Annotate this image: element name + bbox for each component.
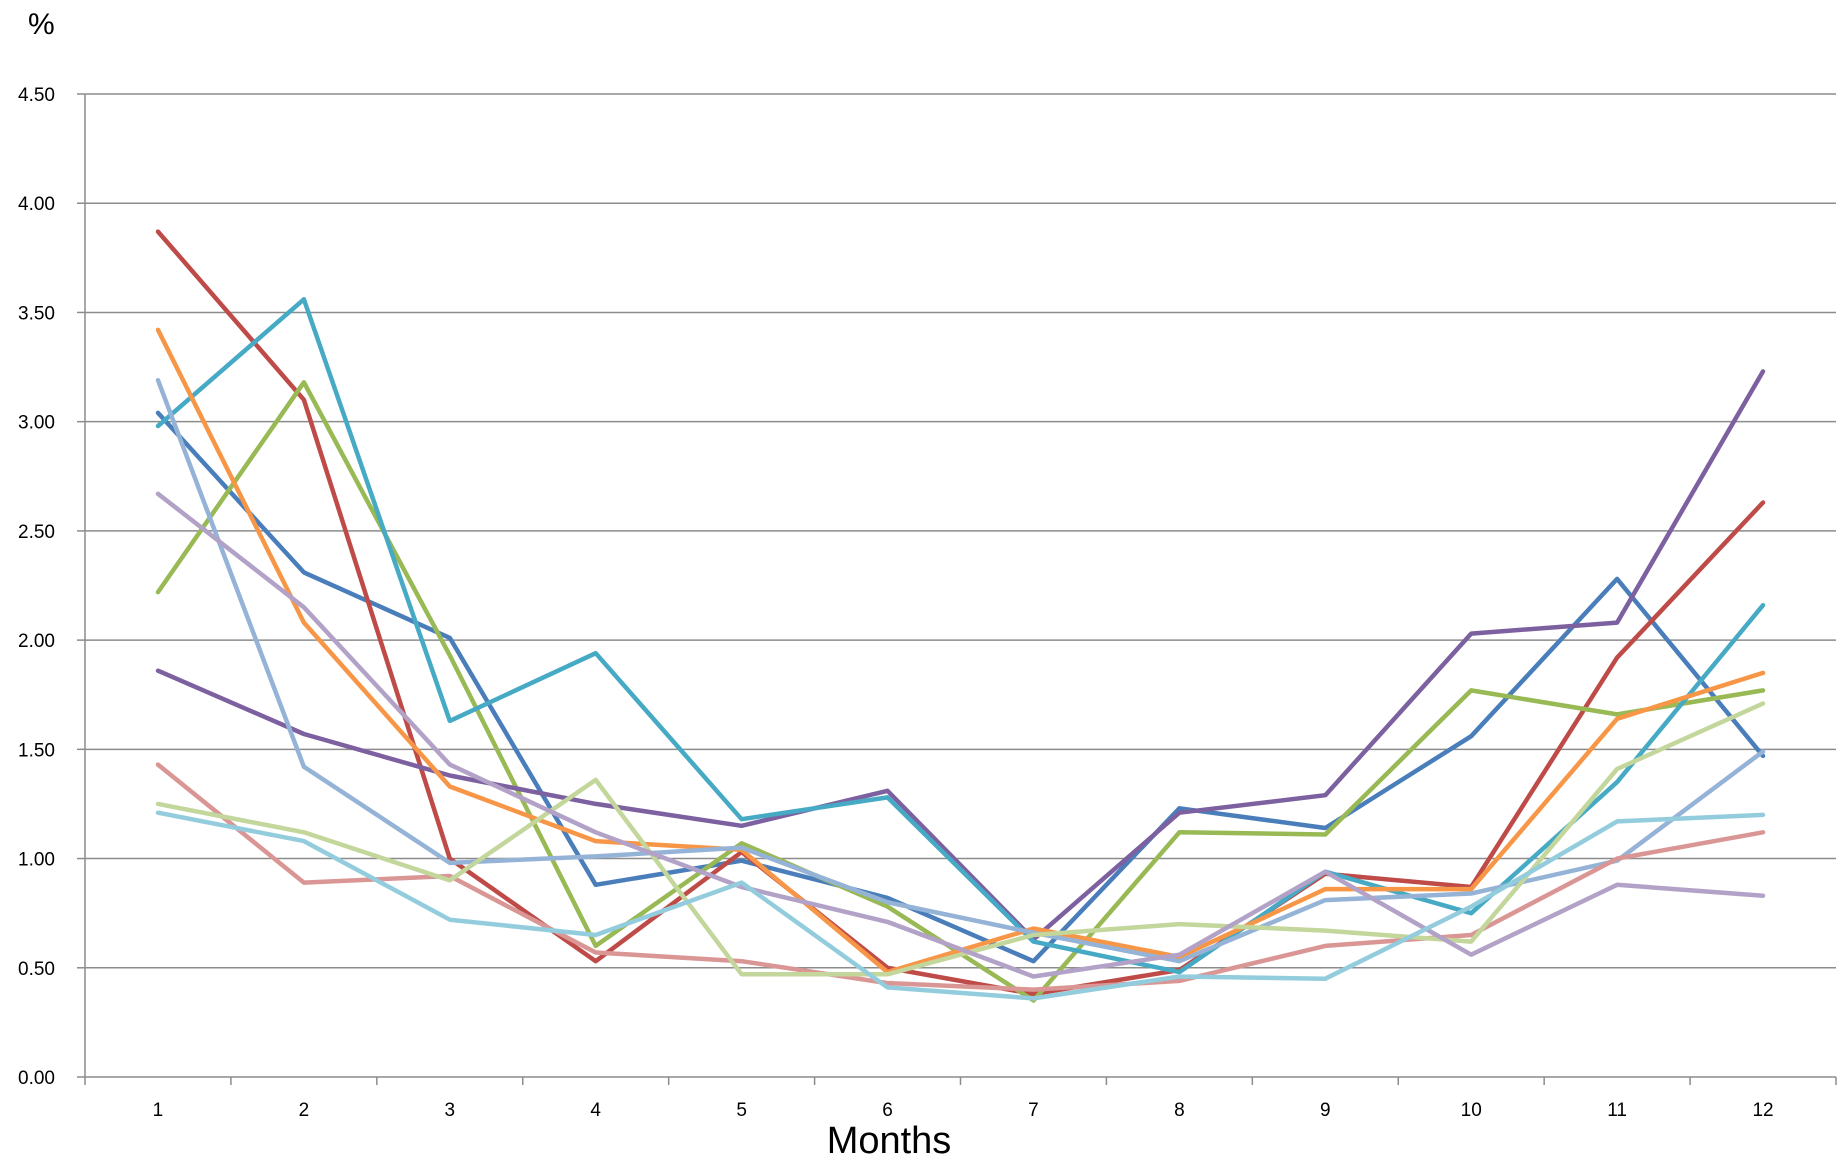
- series-line-10: [155, 491, 1766, 979]
- x-tick-label: 9: [1320, 1100, 1331, 1121]
- x-tick-label: 6: [882, 1100, 893, 1121]
- y-tick-label: 1.00: [18, 850, 55, 871]
- y-axis-title: %: [28, 8, 55, 41]
- series-lines: [155, 229, 1766, 1003]
- x-tick-label: 11: [1607, 1100, 1627, 1121]
- x-tick-label: 8: [1174, 1100, 1185, 1121]
- y-tick-label: 0.00: [18, 1068, 55, 1089]
- x-tick-label: 7: [1028, 1100, 1039, 1121]
- x-tick-label: 4: [590, 1100, 601, 1121]
- series-line-7: [155, 377, 1766, 964]
- x-tick-label: 2: [299, 1100, 310, 1121]
- series-line-8: [155, 762, 1766, 992]
- axes: [77, 93, 1837, 1085]
- y-tick-labels: 0.00 0.50 1.00 1.50 2.00 2.50 3.00 3.50 4.00 4.50: [18, 85, 55, 1089]
- y-tick-label: 4.50: [18, 85, 55, 106]
- x-tick-label: 5: [736, 1100, 747, 1121]
- y-tick-label: 3.00: [18, 413, 55, 434]
- series-line-11: [155, 810, 1766, 1001]
- y-tick-label: 2.00: [18, 631, 55, 652]
- series-line-4: [155, 369, 1766, 942]
- y-tick-label: 1.50: [18, 740, 55, 761]
- series-line-5: [155, 297, 1766, 975]
- y-tick-label: 0.50: [18, 959, 55, 980]
- series-line-9: [155, 701, 1766, 977]
- x-tick-label: 10: [1461, 1100, 1482, 1121]
- y-tick-label: 2.50: [18, 522, 55, 543]
- x-tick-label: 12: [1752, 1100, 1773, 1121]
- y-tick-label: 3.50: [18, 303, 55, 324]
- series-line-2: [155, 229, 1766, 997]
- x-axis-title: Months: [827, 1120, 952, 1162]
- x-tick-label: 3: [445, 1100, 456, 1121]
- y-tick-label: 4.00: [18, 194, 55, 215]
- x-tick-labels: 1 2 3 4 5 6 7 8 9 10 11 12: [153, 1100, 1774, 1121]
- series-line-1: [155, 410, 1766, 964]
- x-tick-label: 1: [153, 1100, 164, 1121]
